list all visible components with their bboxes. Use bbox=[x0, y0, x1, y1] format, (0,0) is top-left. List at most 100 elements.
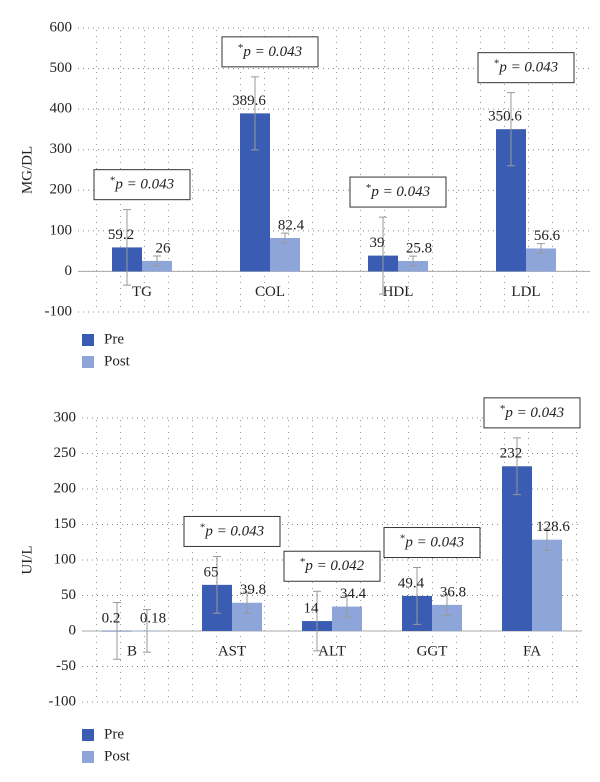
annotation-text: p = 0.043 bbox=[204, 524, 264, 540]
y-tick-label: 0 bbox=[65, 263, 73, 279]
legend-swatch bbox=[82, 729, 94, 741]
error-bar bbox=[153, 255, 161, 267]
error-bar bbox=[143, 609, 151, 653]
error-bar bbox=[409, 255, 417, 267]
value-label: 350.6 bbox=[488, 109, 522, 125]
y-tick-label: -100 bbox=[49, 693, 77, 709]
annotation-text: p = 0.043 bbox=[498, 60, 558, 76]
x-tick-label: FA bbox=[523, 643, 541, 659]
y-tick-label: 500 bbox=[50, 60, 73, 76]
bar bbox=[526, 248, 556, 272]
y-tick-label: 600 bbox=[50, 19, 73, 35]
legend-label: Pre bbox=[104, 726, 124, 742]
annotation: *p = 0.043 bbox=[366, 182, 430, 201]
annotation-marker: * bbox=[500, 402, 506, 414]
value-label: 56.6 bbox=[534, 228, 561, 244]
error-bar bbox=[251, 76, 259, 151]
error-bar bbox=[379, 216, 387, 295]
error-bar bbox=[343, 595, 351, 618]
y-tick-label: 250 bbox=[54, 445, 77, 461]
value-label: 34.4 bbox=[340, 586, 367, 602]
annotation-marker: * bbox=[366, 182, 372, 194]
y-tick-label: 100 bbox=[50, 222, 73, 238]
annotation-box bbox=[283, 550, 381, 582]
error-bar bbox=[507, 92, 515, 167]
value-label: 0.18 bbox=[140, 610, 166, 626]
annotation-text: p = 0.043 bbox=[404, 535, 464, 551]
y-tick-label: 100 bbox=[54, 551, 77, 567]
annotation-marker: * bbox=[494, 57, 500, 69]
y-tick-label: 200 bbox=[54, 480, 77, 496]
value-label: 36.8 bbox=[440, 584, 466, 600]
value-label: 49.4 bbox=[398, 575, 425, 591]
y-axis-title: UI/L bbox=[19, 545, 35, 574]
annotation: *p = 0.043 bbox=[110, 174, 174, 193]
annotation: *p = 0.043 bbox=[238, 41, 302, 60]
legend-swatch bbox=[82, 751, 94, 763]
annotation-marker: * bbox=[110, 174, 116, 186]
value-label: 65 bbox=[204, 564, 219, 580]
annotation: *p = 0.043 bbox=[494, 57, 558, 76]
annotation-box bbox=[477, 52, 575, 84]
annotation-box bbox=[483, 397, 581, 429]
y-tick-label: 300 bbox=[54, 409, 77, 425]
error-bar bbox=[123, 209, 131, 286]
annotation: *p = 0.042 bbox=[300, 556, 365, 575]
value-label: 39.8 bbox=[240, 582, 266, 598]
y-tick-label: 300 bbox=[50, 141, 73, 157]
value-label: 14 bbox=[304, 600, 320, 616]
value-label: 26 bbox=[156, 240, 172, 256]
y-tick-label: 50 bbox=[61, 587, 76, 603]
value-label: 128.6 bbox=[536, 519, 570, 535]
error-bar bbox=[243, 591, 251, 614]
legend-swatch bbox=[82, 356, 94, 368]
annotation-marker: * bbox=[400, 532, 406, 544]
legend-swatch bbox=[82, 334, 94, 346]
annotation-box bbox=[221, 36, 319, 68]
annotation-box bbox=[349, 176, 447, 208]
legend-label: Post bbox=[104, 353, 131, 369]
x-tick-label: GGT bbox=[417, 643, 448, 659]
annotation-box bbox=[183, 515, 281, 547]
y-tick-label: -100 bbox=[45, 303, 73, 319]
y-tick-label: 0 bbox=[69, 622, 77, 638]
y-tick-label: 400 bbox=[50, 101, 73, 117]
bar bbox=[270, 237, 300, 272]
y-tick-label: 150 bbox=[54, 516, 77, 532]
annotation-box bbox=[93, 169, 191, 201]
error-bar bbox=[543, 528, 551, 551]
value-label: 25.8 bbox=[406, 240, 432, 256]
x-tick-label: TG bbox=[132, 284, 152, 300]
error-bar bbox=[443, 593, 451, 617]
value-label: 389.6 bbox=[232, 93, 266, 109]
annotation-text: p = 0.043 bbox=[114, 177, 174, 193]
annotation: *p = 0.043 bbox=[400, 532, 464, 551]
error-bar bbox=[281, 232, 289, 244]
x-tick-label: B bbox=[127, 643, 137, 659]
annotation-text: p = 0.042 bbox=[304, 559, 364, 575]
annotation-marker: * bbox=[200, 521, 206, 533]
error-bar bbox=[213, 555, 221, 614]
x-tick-label: ALT bbox=[318, 643, 346, 659]
y-tick-label: -50 bbox=[56, 658, 76, 674]
error-bar bbox=[513, 437, 521, 496]
annotation-box bbox=[383, 527, 481, 559]
annotation-text: p = 0.043 bbox=[370, 185, 430, 201]
value-label: 82.4 bbox=[278, 217, 305, 233]
annotation-marker: * bbox=[300, 556, 306, 568]
y-axis-title: MG/DL bbox=[19, 146, 35, 194]
value-label: 232 bbox=[500, 446, 523, 462]
error-bar bbox=[537, 243, 545, 254]
annotation: *p = 0.043 bbox=[200, 521, 264, 540]
x-tick-label: LDL bbox=[511, 284, 540, 300]
annotation-marker: * bbox=[238, 41, 244, 53]
x-tick-label: AST bbox=[218, 643, 246, 659]
value-label: 59.2 bbox=[108, 227, 134, 243]
annotation-text: p = 0.043 bbox=[504, 405, 564, 421]
value-label: 39 bbox=[370, 235, 385, 251]
x-tick-label: HDL bbox=[383, 284, 414, 300]
legend-label: Pre bbox=[104, 331, 124, 347]
bar bbox=[532, 539, 562, 631]
error-bar bbox=[113, 601, 121, 660]
